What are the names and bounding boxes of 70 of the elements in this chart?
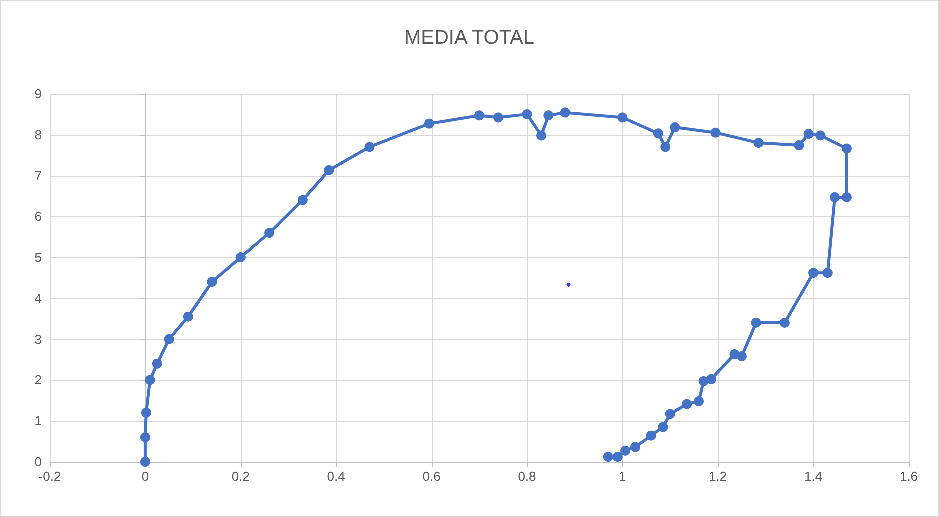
point bbox=[560, 108, 570, 118]
point bbox=[236, 252, 246, 263]
point bbox=[145, 375, 156, 386]
point bbox=[730, 349, 740, 360]
x-tick-label: 1.4 bbox=[804, 469, 823, 484]
point bbox=[780, 318, 790, 328]
point bbox=[566, 282, 571, 287]
point bbox=[751, 318, 762, 328]
point bbox=[670, 122, 680, 133]
x-tick-label: 1.2 bbox=[709, 469, 728, 484]
point bbox=[536, 130, 547, 141]
point bbox=[822, 268, 833, 278]
point bbox=[364, 142, 375, 152]
x-tick-label: -0.2 bbox=[38, 469, 62, 484]
x-tick-label: 1 bbox=[619, 469, 626, 484]
point bbox=[140, 457, 150, 467]
y-tick-label: 2 bbox=[34, 372, 42, 388]
point bbox=[424, 118, 434, 129]
point bbox=[710, 128, 721, 138]
point bbox=[630, 442, 641, 452]
point bbox=[660, 142, 671, 152]
point bbox=[324, 165, 334, 176]
point bbox=[494, 112, 504, 123]
point bbox=[682, 399, 692, 410]
chart-title: MEDIA TOTAL bbox=[404, 27, 535, 49]
y-tick-label: 0 bbox=[34, 454, 42, 470]
x-tick-label: 0.6 bbox=[422, 469, 441, 484]
y-tick-label: 3 bbox=[34, 332, 42, 347]
y-tick-label: 8 bbox=[34, 127, 42, 142]
point bbox=[842, 144, 852, 154]
point bbox=[298, 195, 308, 206]
point bbox=[620, 446, 631, 456]
point bbox=[141, 408, 152, 418]
y-tick-label: 9 bbox=[34, 86, 42, 102]
x-tick-label: 0.2 bbox=[232, 469, 250, 484]
point bbox=[754, 138, 764, 148]
point bbox=[698, 376, 709, 386]
point bbox=[808, 268, 819, 278]
point bbox=[207, 277, 218, 288]
point bbox=[152, 358, 162, 369]
y-tick-label: 6 bbox=[34, 209, 42, 224]
point bbox=[816, 130, 826, 141]
y-tick-label: 5 bbox=[34, 250, 42, 266]
point bbox=[842, 192, 852, 202]
point bbox=[164, 334, 174, 344]
point bbox=[603, 452, 614, 462]
x-tick-label: 0.4 bbox=[327, 469, 346, 484]
x-tick-label: 1.6 bbox=[900, 469, 918, 484]
point bbox=[140, 432, 150, 442]
point bbox=[706, 374, 716, 384]
point bbox=[544, 110, 554, 121]
point bbox=[474, 110, 484, 121]
point bbox=[665, 409, 676, 420]
point bbox=[658, 422, 668, 432]
point bbox=[264, 228, 275, 238]
y-tick-label: 7 bbox=[34, 168, 42, 184]
point bbox=[804, 129, 814, 140]
point bbox=[646, 430, 656, 441]
y-tick-label: 1 bbox=[34, 414, 42, 429]
point bbox=[830, 192, 840, 202]
point bbox=[183, 312, 194, 322]
point bbox=[794, 140, 804, 151]
point bbox=[618, 112, 628, 123]
point bbox=[653, 128, 664, 139]
x-tick-label: 0.8 bbox=[518, 469, 536, 484]
point bbox=[694, 396, 704, 406]
y-tick-label: 4 bbox=[34, 290, 42, 306]
point bbox=[612, 452, 623, 462]
point bbox=[522, 109, 532, 120]
x-tick-label: 0 bbox=[142, 469, 150, 484]
